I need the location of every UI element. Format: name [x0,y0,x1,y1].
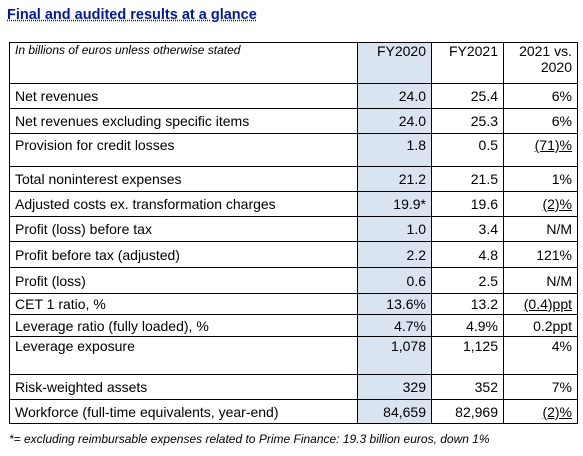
row-label: Provision for credit losses [9,133,358,167]
table-row: Total noninterest expenses 21.2 21.5 1% [9,166,578,192]
row-fy2020: 21.2 [357,166,432,192]
row-change: 6% [503,108,578,134]
page-title: Final and audited results at a glance [7,7,257,23]
row-fy2021: 2.5 [431,267,504,294]
row-label: CET 1 ratio, % [9,293,358,315]
table-row: Profit (loss) before tax 1.0 3.4 N/M [9,216,578,242]
row-fy2020: 24.0 [357,108,432,134]
row-fy2021: 0.5 [431,133,504,167]
table-row: Provision for credit losses 1.8 0.5 (71)… [9,133,578,167]
row-change: 1% [503,166,578,192]
table-row: Workforce (full-time equivalents, year-e… [9,399,578,424]
row-fy2020: 1.0 [357,216,432,242]
row-label: Leverage exposure [9,336,358,375]
results-table: In billions of euros unless otherwise st… [9,42,578,424]
row-label: Adjusted costs ex. transformation charge… [9,191,358,217]
row-fy2021: 4.8 [431,241,504,268]
row-change: (2)% [503,399,578,424]
header-fy2021: FY2021 [431,42,504,84]
header-fy2020: FY2020 [357,42,432,84]
footnote: *= excluding reimbursable expenses relat… [9,432,490,446]
row-fy2021: 82,969 [431,399,504,424]
row-fy2021: 3.4 [431,216,504,242]
header-change: 2021 vs. 2020 [503,42,578,84]
table-row: Leverage exposure 1,078 1,125 4% [9,336,578,375]
row-fy2021: 25.4 [431,83,504,109]
row-label: Net revenues [9,83,358,109]
table-row: Adjusted costs ex. transformation charge… [9,191,578,217]
table-row: Net revenues 24.0 25.4 6% [9,83,578,109]
row-fy2020: 1.8 [357,133,432,167]
row-fy2020: 0.6 [357,267,432,294]
table-row: Profit before tax (adjusted) 2.2 4.8 121… [9,241,578,268]
row-change: 4% [503,336,578,375]
row-fy2020: 2.2 [357,241,432,268]
row-fy2020: 13.6% [357,293,432,315]
row-label: Profit (loss) before tax [9,216,358,242]
table-row: Net revenues excluding specific items 24… [9,108,578,134]
row-fy2021: 4.9% [431,314,504,337]
row-label: Workforce (full-time equivalents, year-e… [9,399,358,424]
table-header-row: In billions of euros unless otherwise st… [9,42,578,84]
table-row: Leverage ratio (fully loaded), % 4.7% 4.… [9,314,578,337]
row-fy2020: 19.9* [357,191,432,217]
table-row: CET 1 ratio, % 13.6% 13.2 (0.4)ppt [9,293,578,315]
row-change: (0.4)ppt [503,293,578,315]
row-fy2020: 24.0 [357,83,432,109]
row-fy2020: 1,078 [357,336,432,375]
row-fy2020: 4.7% [357,314,432,337]
row-fy2020: 329 [357,374,432,400]
row-label: Leverage ratio (fully loaded), % [9,314,358,337]
row-fy2021: 352 [431,374,504,400]
row-change: N/M [503,267,578,294]
row-fy2021: 19.6 [431,191,504,217]
row-fy2021: 1,125 [431,336,504,375]
table-row: Profit (loss) 0.6 2.5 N/M [9,267,578,294]
row-change: N/M [503,216,578,242]
row-change: 7% [503,374,578,400]
row-change: (71)% [503,133,578,167]
row-change: 0.2ppt [503,314,578,337]
row-label: Total noninterest expenses [9,166,358,192]
row-label: Profit (loss) [9,267,358,294]
row-change: (2)% [503,191,578,217]
header-unit-label: In billions of euros unless otherwise st… [9,42,358,84]
table-row: Risk-weighted assets 329 352 7% [9,374,578,400]
row-label: Risk-weighted assets [9,374,358,400]
row-label: Net revenues excluding specific items [9,108,358,134]
row-fy2021: 21.5 [431,166,504,192]
row-fy2020: 84,659 [357,399,432,424]
row-fy2021: 13.2 [431,293,504,315]
row-change: 6% [503,83,578,109]
row-label: Profit before tax (adjusted) [9,241,358,268]
row-fy2021: 25.3 [431,108,504,134]
row-change: 121% [503,241,578,268]
